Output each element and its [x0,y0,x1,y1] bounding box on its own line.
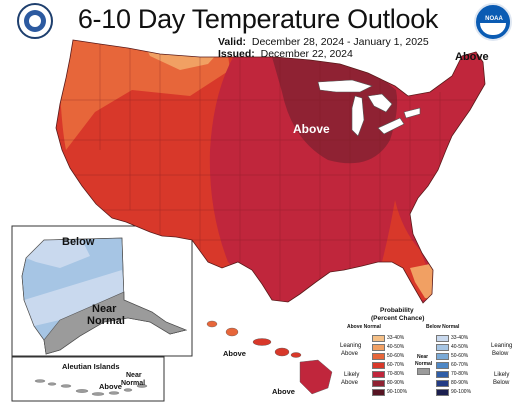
legend-above-swatch [372,362,385,369]
legend-above-swatch [372,335,385,342]
alaska-map [21,237,188,355]
aleutian-inset-frame [11,356,165,402]
region-above-80-90 [272,57,398,164]
conus-outline [55,39,486,304]
valid-line: Valid: December 28, 2024 - January 1, 20… [218,36,429,48]
legend-leaning-below: Leaning [491,343,513,349]
legend-above-bin-label: 80-90% [387,380,405,386]
legend-below-swatch [436,353,449,360]
legend-below-bin-label: 50-60% [451,353,469,359]
legend-below-bin-label: 60-70% [451,362,469,368]
legend-above-swatch [372,344,385,351]
legend-below-swatch [436,371,449,378]
legend-above-swatch [372,380,385,387]
legend-above-bin-label: 60-70% [387,362,405,368]
label-above-great-lakes: Above [293,122,330,136]
legend-above-swatch [372,371,385,378]
label-hawaii-above-big-island: Above [272,387,295,396]
legend-subtitle: (Percent Chance) [371,315,425,322]
legend-likely-below-2: Below [493,380,510,386]
legend-above-header: Above Normal [347,324,381,330]
legend-below-header: Below Normal [426,324,460,330]
hawaii-map [206,320,333,395]
label-aleutian-normal: Normal [121,380,146,387]
valid-label: Valid: [218,36,247,48]
legend-below-swatch [436,335,449,342]
legend-below-swatch [436,362,449,369]
legend-leaning-below-2: Below [492,351,509,357]
legend-title: Probability [380,307,414,314]
legend-above-bin-label: 40-50% [387,344,405,350]
noaa-logo-icon: NOAA [474,3,512,41]
legend-below-bin-label: 80-90% [451,380,469,386]
legend-above-bin-label: 70-80% [387,371,405,377]
page-title: 6-10 Day Temperature Outlook [77,4,439,34]
valid-range: December 28, 2024 - January 1, 2025 [251,36,429,48]
legend-above-swatch [372,353,385,360]
legend-below-swatch [436,344,449,351]
noaa-logo-text: NOAA [485,16,503,22]
legend-below-bin-label: 90-100% [451,389,472,395]
aleutian-islands [34,379,148,396]
label-aleutian-title: Aleutian Islands [62,362,120,371]
great-lakes [317,79,421,137]
alaska-below-33-40-band [24,270,124,326]
legend-near-label: Near [417,354,429,360]
legend-below-bin-label: 40-50% [451,344,469,350]
legend-below-bin-label: 70-80% [451,371,469,377]
legend-normal-label: Normal [415,361,433,367]
legend-likely-above-2: Above [341,380,359,386]
issued-line: Issued: December 22, 2024 [218,48,353,60]
legend-above-bin-label: 33-40% [387,335,405,341]
label-hawaii-above-west: Above [223,349,246,358]
label-alaska-below: Below [62,236,95,248]
issued-date: December 22, 2024 [260,48,353,60]
label-above-new-england: Above [455,51,489,63]
label-alaska-near: Near [92,303,117,315]
label-aleutian-above: Above [99,382,122,391]
label-alaska-normal: Normal [87,315,125,327]
commerce-seal-icon [17,3,53,39]
legend-above-swatch [372,389,385,396]
legend-near-normal-swatch [417,368,430,375]
legend-likely-above: Likely [344,372,360,378]
legend-below-bin-label: 33-40% [451,335,469,341]
legend-leaning-above: Leaning [340,343,362,349]
legend-likely-below: Likely [494,372,510,378]
legend-above-bin-label: 50-60% [387,353,405,359]
alaska-outline [21,237,188,355]
legend-below-swatch [436,389,449,396]
legend-above-bin-label: 90-100% [387,389,408,395]
alaska-below-33-40-north [26,240,90,268]
issued-label: Issued: [218,48,255,60]
legend-leaning-above-2: Above [341,351,359,357]
label-aleutian-near: Near [126,372,142,379]
legend-below-swatch [436,380,449,387]
